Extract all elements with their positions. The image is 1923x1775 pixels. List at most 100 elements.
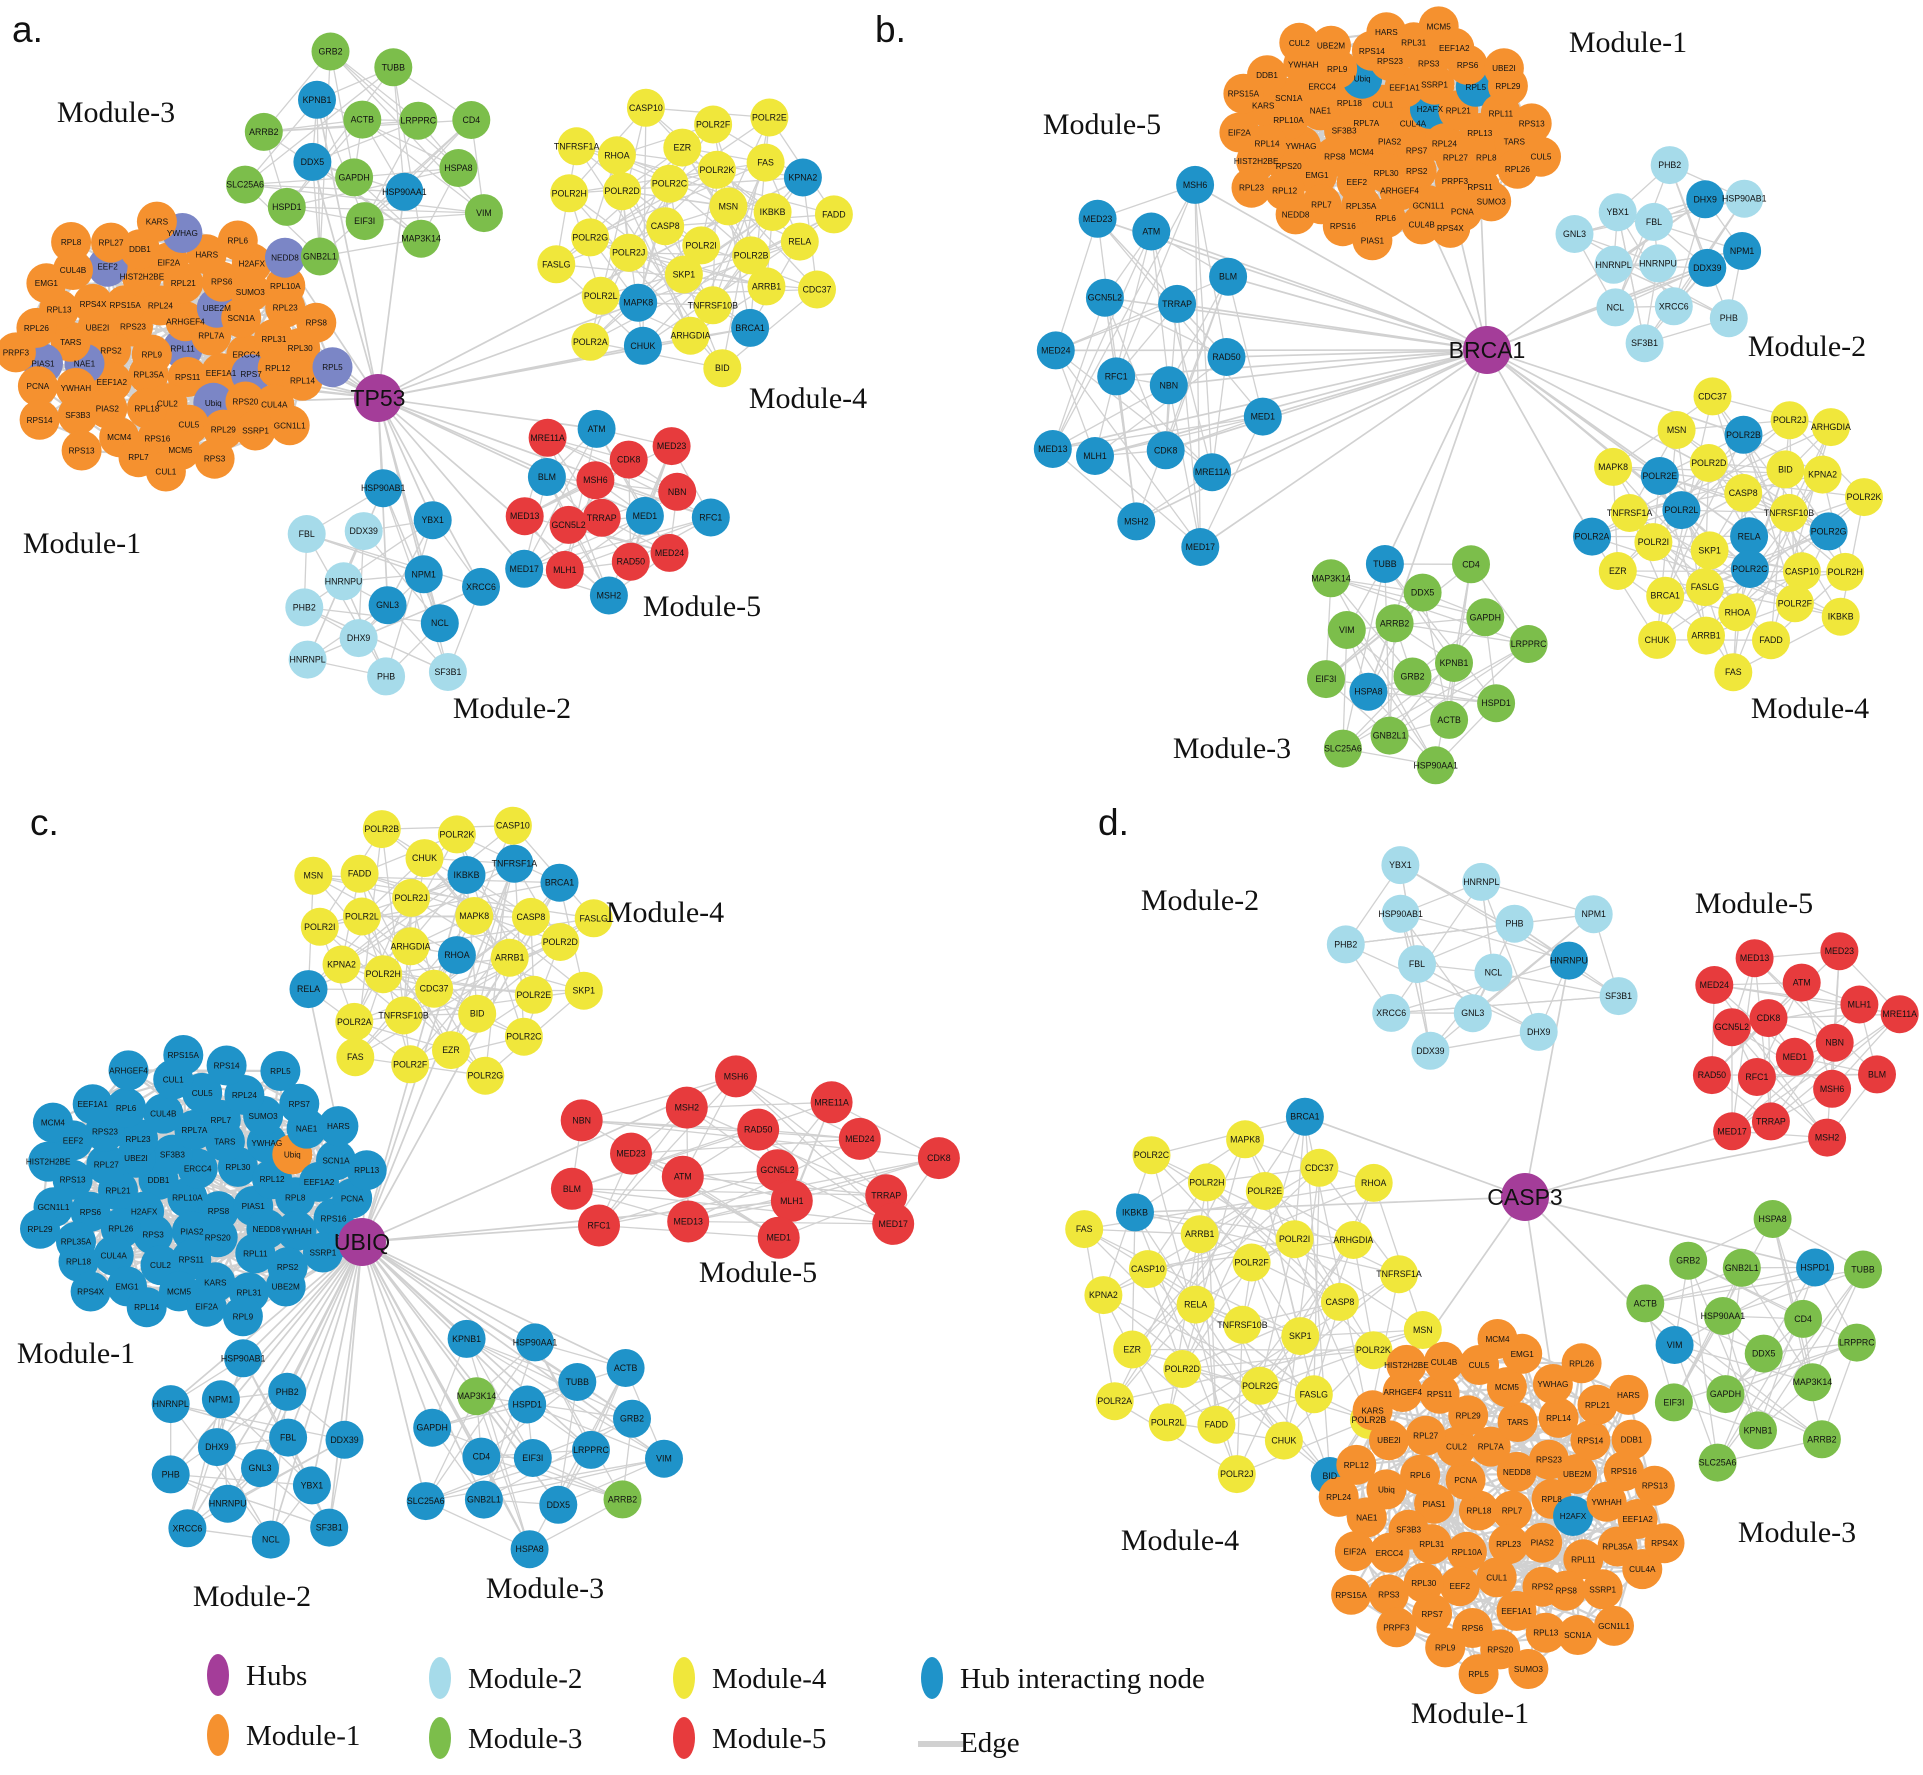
module-edge [1342, 629, 1348, 749]
gene-node [1752, 621, 1790, 660]
gene-label: RPL6 [1375, 214, 1396, 223]
gene-label: MED23 [616, 1149, 645, 1159]
gene-label: RPL7A [198, 332, 224, 341]
gene-label: RPL14 [290, 377, 315, 386]
gene-node [391, 927, 430, 966]
gene-label: EZR [1609, 566, 1627, 576]
gene-node [550, 174, 589, 213]
module-label: Module-1 [23, 527, 141, 560]
gene-node [1231, 167, 1272, 208]
gene-node [510, 1530, 549, 1569]
gene-node [609, 440, 648, 479]
hub-edge [361, 1241, 433, 1429]
gene-label: DHX9 [347, 633, 371, 643]
gene-node [1553, 1496, 1593, 1536]
gene-label: VIM [1339, 625, 1355, 635]
gene-label: ARRB2 [608, 1494, 637, 1504]
gene-label: POLR2E [516, 990, 551, 1000]
gene-label: ACTB [1437, 715, 1461, 725]
gene-label: RPL23 [125, 1135, 150, 1144]
legend-label: Module-4 [712, 1663, 827, 1695]
gene-node [1749, 999, 1788, 1038]
module-edge [1259, 1239, 1354, 1387]
gene-label: RPL12 [1344, 1461, 1369, 1470]
gene-node [661, 1155, 704, 1198]
gene-node [288, 640, 327, 679]
gene-node [406, 1482, 445, 1521]
gene-node [1522, 1522, 1563, 1563]
hub-label: BRCA1 [1449, 337, 1526, 363]
gene-label: CASP10 [1131, 1264, 1165, 1274]
gene-label: HIST2H2BE [26, 1158, 71, 1167]
gene-node [1722, 1248, 1761, 1287]
gene-node [1376, 1607, 1417, 1648]
module-edge [1330, 577, 1437, 766]
gene-label: ARHGEF4 [166, 317, 205, 326]
gene-node [1241, 1366, 1279, 1405]
gene-node [19, 399, 60, 440]
gene-node [1492, 1490, 1532, 1531]
gene-label: ACTB [1634, 1298, 1658, 1308]
gene-label: PHB [162, 1469, 180, 1479]
gene-label: MCM5 [167, 1287, 192, 1296]
gene-label: RELA [1184, 1300, 1207, 1310]
gene-label: KPNA2 [327, 960, 356, 970]
gene-node [1458, 1654, 1499, 1695]
gene-label: NPM1 [1730, 246, 1755, 256]
legend-label: Module-3 [468, 1723, 582, 1755]
module-label: Module-5 [643, 590, 761, 623]
gene-label: SSRP1 [242, 427, 269, 436]
module-edge [1742, 434, 1803, 572]
gene-label: RAD50 [1698, 1070, 1726, 1080]
legend-swatch [673, 1717, 695, 1759]
gene-label: RPS15A [1228, 90, 1260, 99]
gene-node [1563, 1539, 1604, 1580]
gene-node [51, 222, 92, 262]
gene-node [324, 562, 363, 601]
hub-edge [1524, 1196, 1816, 1269]
gene-label: MSH2 [1815, 1133, 1840, 1143]
gene-node [1036, 331, 1075, 370]
gene-label: KPNB1 [303, 95, 332, 105]
gene-label: RPS7 [289, 1100, 311, 1109]
gene-label: DDX5 [547, 1500, 571, 1510]
hub-edge [377, 301, 639, 399]
gene-label: RELA [297, 984, 320, 994]
gene-node [285, 588, 324, 627]
gene-label: RPL31 [261, 335, 286, 344]
gene-label: RPL26 [1569, 1359, 1594, 1368]
gene-node [571, 322, 610, 361]
gene-label: MAP3K14 [1311, 573, 1351, 583]
gene-label: RPL27 [98, 239, 123, 248]
gene-label: EEF1A1 [1501, 1607, 1532, 1616]
module-edge [330, 51, 459, 169]
module-edge [1754, 957, 1836, 1044]
gene-node [1197, 1405, 1236, 1444]
gene-label: GRB2 [319, 47, 343, 57]
gene-label: TUBB [566, 1377, 590, 1387]
gene-node [447, 1319, 486, 1358]
gene-label: MED23 [1825, 946, 1854, 956]
gene-label: ARRB1 [752, 281, 781, 291]
gene-node [703, 349, 742, 388]
gene-label: DHX9 [1527, 1027, 1551, 1037]
gene-label: MED13 [510, 511, 539, 521]
gene-label: FADD [1205, 1420, 1228, 1430]
gene-label: POLR2H [1828, 567, 1863, 577]
gene-label: RPL12 [265, 364, 290, 373]
gene-label: Ubiq [1354, 75, 1371, 84]
legend-label: Edge [960, 1727, 1020, 1759]
module-edge [1084, 1228, 1200, 1235]
gene-node [746, 143, 785, 182]
gene-node [311, 32, 350, 71]
gene-label: ARRB2 [1380, 618, 1409, 628]
gene-node [268, 1372, 307, 1411]
gene-label: FBL [280, 1433, 296, 1443]
gene-label: GCN1L1 [38, 1203, 70, 1212]
gene-node [1706, 1375, 1745, 1414]
gene-node [626, 88, 665, 127]
gene-label: EZR [442, 1045, 460, 1055]
gene-node [466, 1056, 505, 1095]
module-edge [598, 1075, 737, 1226]
hub-edge [361, 1241, 427, 1502]
